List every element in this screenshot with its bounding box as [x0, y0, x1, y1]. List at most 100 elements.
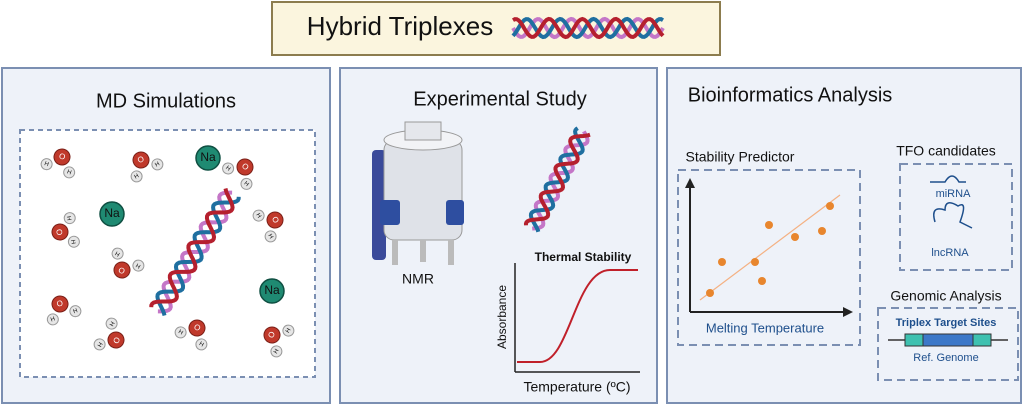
water: H H O [130, 151, 164, 183]
hydrogen [46, 313, 59, 326]
atom-label: H [266, 233, 273, 240]
atom-label: H [73, 308, 79, 315]
atom-label: H [273, 348, 280, 355]
atom-label: H [71, 239, 78, 244]
ion-label: Na [104, 206, 120, 220]
sodium [259, 278, 285, 304]
strand [523, 132, 591, 226]
segment [904, 333, 924, 347]
hydrogen [111, 247, 124, 260]
atom-label: H [50, 316, 56, 323]
predictor-box [677, 169, 861, 346]
atom-label: O [55, 298, 64, 309]
oxygen [51, 223, 69, 241]
panel-title: Bioinformatics Analysis [688, 84, 893, 106]
atom-label: H [67, 215, 74, 220]
hydrogen [67, 235, 80, 248]
hydrogen [40, 158, 53, 171]
panel [666, 67, 1022, 404]
helix [523, 126, 591, 233]
hydrogen [240, 177, 253, 190]
atom-label: H [177, 329, 184, 336]
hydrogen [69, 305, 82, 318]
atom-label: H [95, 341, 102, 348]
water: HHO [46, 295, 82, 326]
hydrogen [222, 162, 235, 175]
y-label: Absorbance [495, 285, 509, 349]
hydrogen [174, 326, 187, 339]
oxygen [236, 158, 254, 176]
strand [511, 16, 665, 40]
atom-label: O [111, 335, 122, 345]
atom-label: H [254, 213, 261, 220]
atom-label: H [134, 173, 141, 180]
atom-label: H [285, 328, 292, 335]
panel-title: Experimental Study [413, 88, 586, 110]
points [706, 202, 834, 297]
genomic-title: Genomic Analysis [890, 288, 1001, 304]
nmr-label: NMR [402, 271, 434, 287]
title: Hybrid Triplexes [307, 11, 493, 41]
atom-label: H [43, 161, 49, 168]
hydrogen [264, 230, 277, 243]
tfo-item: lncRNA [931, 247, 969, 259]
atom-label: O [58, 151, 67, 162]
atom-label: H [107, 320, 114, 327]
hydrogen [195, 338, 208, 351]
atom-label: H [224, 165, 231, 172]
predictor-x-label: Melting Temperature [706, 320, 824, 335]
hydrogen [130, 170, 143, 183]
atom-label: O [266, 330, 277, 340]
nmr-machine [372, 121, 464, 265]
helix [149, 188, 241, 317]
tfo-item: miRNA [936, 188, 971, 200]
oxygen [107, 331, 125, 349]
hydrogen [105, 317, 118, 330]
helix [511, 16, 665, 40]
oxygen [263, 326, 281, 344]
water: HHO [252, 209, 284, 243]
atom-label: H [115, 249, 122, 256]
predictor-title: Stability Predictor [686, 149, 795, 165]
water: H H O [51, 212, 80, 248]
atom-label: O [55, 228, 65, 236]
oxygen [188, 319, 206, 337]
trend-line [699, 194, 841, 301]
hydrogen [93, 338, 106, 351]
hydrogen [63, 212, 76, 225]
oxygen [113, 261, 131, 279]
hydrogen [270, 345, 283, 358]
atom-label: O [192, 322, 202, 333]
atom-label: H [135, 261, 142, 268]
mirna-icon [930, 175, 966, 183]
water: H H O [263, 324, 295, 358]
x-label: Temperature (ºC) [523, 379, 630, 395]
strand [149, 188, 235, 308]
atom-label: H [154, 161, 161, 168]
sodium [99, 201, 125, 227]
hydrogen [132, 259, 145, 272]
tfo-box [899, 163, 1013, 271]
atom-label: H [243, 181, 250, 188]
segment [922, 333, 974, 347]
atom-label: H [66, 169, 72, 176]
atom-label: O [136, 154, 146, 165]
ion-label: Na [200, 150, 216, 164]
segment [972, 333, 992, 347]
ion-label: Na [264, 283, 280, 297]
strand [511, 16, 665, 40]
strand [155, 196, 241, 317]
hydrogen [63, 166, 76, 179]
plot-title: Thermal Stability [535, 250, 632, 264]
atom-label: H [198, 341, 205, 348]
strand [157, 190, 233, 314]
oxygen [266, 211, 284, 229]
target-label: Triplex Target Sites [896, 317, 997, 329]
arrow [685, 178, 695, 188]
atom-label: O [117, 265, 127, 276]
water: HHO [40, 148, 76, 179]
water: HHO [222, 158, 254, 190]
genomic-box [877, 307, 1019, 381]
melting-curve [517, 269, 638, 363]
